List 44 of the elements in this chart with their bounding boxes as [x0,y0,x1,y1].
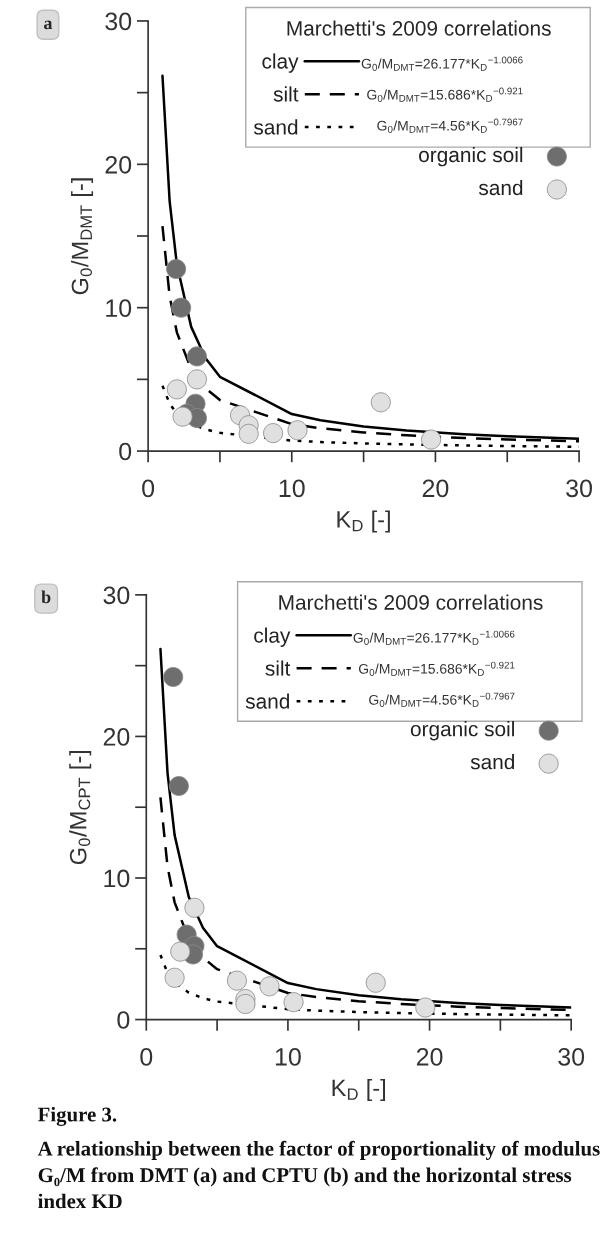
legend-label: clay [254,627,291,647]
caption: Figure 3. [37,1106,117,1126]
x-axis-title: K$_{D}$ [-] [337,510,390,533]
y-tick-label: 10 [106,299,132,317]
legend-label: organic soil [419,146,523,167]
x-tick-label: 0 [140,1048,153,1066]
y-tick-label: 30 [103,586,130,605]
y-tick-label: 20 [103,728,130,746]
legend-label: silt [265,660,291,676]
y-axis-title: G$_{0}$/M$_{DMT}$ [-] [71,178,94,295]
x-tick-label: 0 [142,479,155,498]
legend-label: sand [478,179,523,196]
annotation: G$_{0}$/M$_{DMT}$=26.177*K$_{D}$$^{−1.0066}$ [353,630,515,645]
chart-title: a [44,20,53,30]
line-series [159,953,572,1017]
legend-label: sand [245,693,290,709]
x-tick-label: 10 [279,479,305,498]
y-tick-label: 0 [117,1011,130,1029]
annotation: G$_{0}$/M$_{DMT}$=4.56*K$_{D}$$^{−0.7967}$ [369,692,515,707]
y-tick-label: 30 [105,12,132,31]
legend-title: Marchetti's 2009 correlations [287,20,551,36]
annotation: G$_{0}$/M$_{DMT}$=26.177*K$_{D}$$^{−1.0066}$ [361,56,523,71]
annotation: G$_{0}$/M$_{DMT}$=15.686*K$_{D}$$^{−0.921}$ [367,87,523,102]
annotation: G$_{0}$/M$_{DMT}$=4.56*K$_{D}$$^{−0.7967}$ [377,118,523,133]
annotation: G$_{0}$/M$_{DMT}$=15.686*K$_{D}$$^{−0.921}$ [358,661,515,676]
x-tick-label: 20 [422,479,449,498]
legend-label: clay [262,53,299,73]
legend-label: organic soil [410,721,514,741]
legend-label: sand [470,754,515,770]
x-tick-label: 30 [558,1048,585,1066]
y-tick-label: 0 [119,442,132,461]
legend-label: silt [273,86,299,102]
text: A relationship between the factor of proportionality of modulus G₀/M from DMT (a) and CPTU (b) and the horizontal stress index KD [37,1140,600,1209]
point [287,420,308,441]
legend-title: Marchetti's 2009 correlations [279,594,543,610]
x-tick-label: 10 [275,1048,301,1066]
y-tick-label: 10 [104,869,130,888]
x-tick-label: 30 [566,479,593,498]
chart-title: b [41,590,51,604]
x-tick-label: 20 [416,1048,443,1066]
x-axis-title: K$_{D}$ [-] [332,1078,386,1101]
y-axis-title: G$_{0}$/M$_{CPT}$ [-] [69,750,92,865]
y-tick-label: 20 [105,155,132,174]
legend-label: sand [253,119,298,135]
